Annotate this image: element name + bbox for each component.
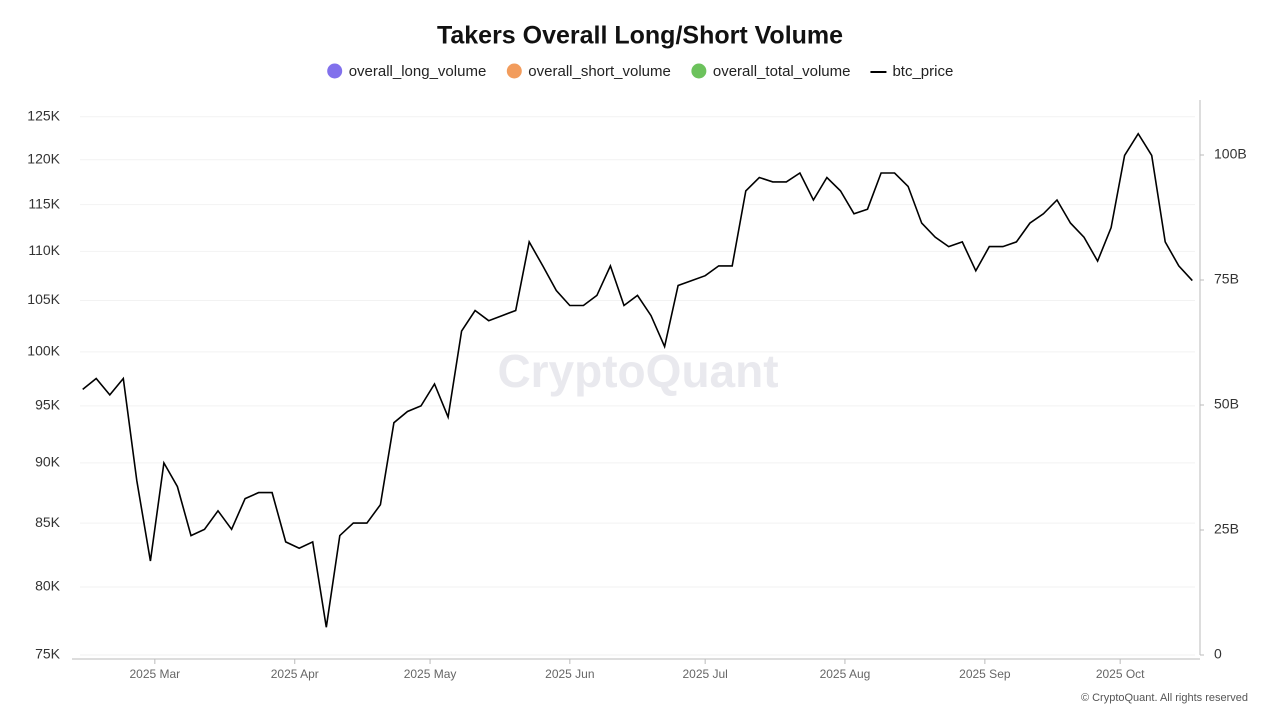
y-tick-label: 90K [35, 454, 61, 470]
legend-item: btc_price [870, 63, 953, 80]
y-tick-label: 80K [35, 578, 61, 594]
y-tick-label: 105K [27, 291, 60, 307]
x-tick-label: 2025 Sep [959, 667, 1011, 681]
legend-swatch [506, 63, 522, 79]
x-tick-label: 2025 Jul [682, 667, 727, 681]
legend-swatch [327, 63, 343, 79]
y2-tick-label: 50B [1214, 396, 1239, 412]
grid [80, 116, 1195, 656]
legend-label: overall_total_volume [713, 63, 851, 80]
y2-tick-label: 100B [1214, 146, 1247, 162]
y2-tick-label: 0 [1214, 646, 1222, 662]
chart-title: Takers Overall Long/Short Volume [437, 22, 843, 50]
watermark: CryptoQuant [497, 345, 778, 397]
legend-item: overall_long_volume [327, 63, 486, 80]
x-tick-label: 2025 Apr [271, 667, 319, 681]
legend-swatch [691, 63, 707, 79]
y-tick-label: 115K [28, 195, 60, 211]
y2-tick-label: 75B [1214, 271, 1239, 287]
y-tick-label: 125K [27, 107, 60, 123]
legend-item: overall_total_volume [691, 63, 850, 80]
x-tick-label: 2025 Mar [129, 667, 180, 681]
y2-tick-label: 25B [1214, 521, 1239, 537]
legend-label: overall_short_volume [528, 63, 671, 80]
copyright: © CryptoQuant. All rights reserved [1081, 692, 1248, 704]
x-tick-label: 2025 Aug [820, 667, 871, 681]
legend: overall_long_volume overall_short_volume o… [327, 63, 953, 80]
y-tick-label: 120K [27, 150, 60, 166]
y-tick-label: 95K [35, 397, 61, 413]
x-tick-label: 2025 May [404, 667, 457, 681]
x-tick-label: 2025 Jun [545, 667, 594, 681]
legend-label: btc_price [892, 63, 953, 80]
legend-label: overall_long_volume [349, 63, 487, 80]
x-tick-label: 2025 Oct [1096, 667, 1145, 681]
y-tick-label: 100K [27, 343, 60, 359]
y-tick-label: 110K [28, 242, 60, 258]
legend-item: overall_short_volume [506, 63, 671, 80]
lines [82, 132, 1193, 628]
y-tick-label: 85K [35, 514, 61, 530]
y-tick-label: 75K [35, 646, 61, 662]
price-line [82, 132, 1193, 628]
